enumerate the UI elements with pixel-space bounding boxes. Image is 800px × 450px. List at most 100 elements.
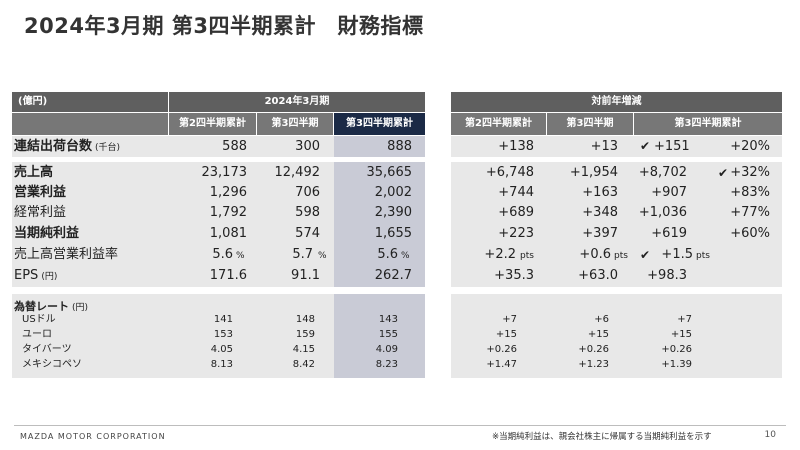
yoy-cell: +744: [498, 185, 534, 200]
highlight-column: [334, 136, 425, 157]
row-shade-shipments-left: [12, 136, 425, 157]
yoy-cell: +7: [502, 314, 517, 325]
page-title: 2024年3月期 第3四半期累計 財務指標: [24, 14, 424, 38]
yoy-cell: +1.5: [661, 247, 693, 262]
unit-suffix: pts: [614, 251, 628, 261]
left-subheader: [12, 113, 168, 135]
fx-shade-right: [451, 294, 782, 378]
col-label: 第3四半期: [566, 118, 614, 129]
yoy-cell: +6,748: [485, 165, 534, 180]
fx-unit: (円): [72, 303, 89, 313]
value-cell: 706: [295, 185, 320, 200]
value-cell: 2,002: [374, 185, 412, 200]
value-cell: 148: [295, 314, 315, 325]
value-cell: 4.05: [210, 344, 233, 355]
yoy-cell: +1.47: [486, 359, 517, 370]
check-icon: ✔: [718, 166, 729, 180]
yoy-cell: +0.26: [661, 344, 692, 355]
yoy-cell: +15: [495, 329, 517, 340]
pct-cell: +32%: [730, 165, 770, 180]
value-cell: 598: [295, 205, 320, 220]
value-cell: 153: [213, 329, 233, 340]
col-label: 第2四半期累計: [179, 118, 246, 129]
yoy-group-label: 対前年増減: [591, 96, 642, 107]
yoy-cell: +1,954: [569, 165, 618, 180]
value-cell: 143: [378, 314, 398, 325]
row-label: タイバーツ: [22, 344, 72, 355]
check-icon: ✔: [640, 139, 651, 153]
yoy-cell: +15: [670, 329, 692, 340]
value-cell: 1,081: [209, 226, 247, 241]
row-shade-shipments-right: [451, 136, 782, 157]
unit-suffix: %: [401, 251, 410, 261]
value-cell: 8.13: [210, 359, 233, 370]
value-cell: 91.1: [291, 268, 320, 283]
unit-suffix: %: [318, 251, 327, 261]
value-cell: 4.09: [375, 344, 398, 355]
row-unit: (千台): [95, 143, 121, 153]
value-cell: 5.7: [292, 247, 313, 262]
row-unit: (円): [41, 272, 58, 282]
col-label: 第3四半期: [271, 118, 319, 129]
row-label: ユーロ: [22, 329, 52, 340]
unit-suffix: %: [236, 251, 245, 261]
value-cell: 2,390: [374, 205, 412, 220]
yoy-col-header-q3-cum: 第3四半期累計: [634, 113, 782, 135]
yoy-cell: +63.0: [578, 268, 618, 283]
value-cell: 1,296: [209, 185, 247, 200]
value-cell: 262.7: [374, 268, 412, 283]
yoy-cell: +907: [651, 185, 687, 200]
yoy-col-header-q2-cum: 第2四半期累計: [451, 113, 546, 135]
yoy-cell: +15: [587, 329, 609, 340]
yoy-cell: +151: [654, 139, 690, 154]
check-icon: ✔: [640, 248, 651, 262]
value-cell: 23,173: [201, 165, 248, 180]
col-header-q2-cum: 第2四半期累計: [169, 113, 256, 135]
yoy-cell: +13: [590, 139, 618, 154]
yoy-cell: +35.3: [494, 268, 534, 283]
row-label: 売上高: [14, 165, 54, 180]
value-cell: 300: [295, 139, 320, 154]
yoy-cell: +7: [677, 314, 692, 325]
period-group-label: 2024年3月期: [264, 96, 330, 107]
yoy-cell: +2.2: [484, 247, 516, 262]
highlight-column: [334, 162, 425, 287]
pct-cell: +60%: [730, 226, 770, 241]
pct-cell: +77%: [730, 205, 770, 220]
value-cell: 888: [387, 139, 412, 154]
value-cell: 5.6: [212, 247, 233, 262]
yoy-cell: +1,036: [638, 205, 687, 220]
value-cell: 5.6: [377, 247, 398, 262]
yoy-cell: +689: [498, 205, 534, 220]
yoy-cell: +6: [594, 314, 609, 325]
unit-suffix: pts: [520, 251, 534, 261]
value-cell: 159: [295, 329, 315, 340]
yoy-col-header-q3: 第3四半期: [547, 113, 633, 135]
period-group-header: 2024年3月期: [169, 92, 425, 112]
yoy-cell: +0.26: [578, 344, 609, 355]
value-cell: 35,665: [366, 165, 413, 180]
yoy-cell: +223: [498, 226, 534, 241]
yoy-cell: +138: [498, 139, 534, 154]
row-label: 当期純利益: [14, 226, 80, 241]
footer-divider: [14, 425, 786, 426]
yoy-cell: +1.39: [661, 359, 692, 370]
col-header-q3: 第3四半期: [257, 113, 333, 135]
value-cell: 4.15: [292, 344, 315, 355]
value-cell: 1,655: [374, 226, 412, 241]
pct-cell: +83%: [730, 185, 770, 200]
page-number: 10: [764, 430, 776, 440]
value-cell: 574: [295, 226, 320, 241]
yoy-cell: +8,702: [638, 165, 687, 180]
unit-label: (億円): [18, 96, 48, 107]
fx-title: 為替レート: [14, 300, 69, 313]
unit-suffix: pts: [696, 251, 710, 261]
row-label: 売上高営業利益率: [14, 247, 119, 262]
value-cell: 8.23: [375, 359, 398, 370]
yoy-cell: +0.26: [486, 344, 517, 355]
value-cell: 12,492: [274, 165, 321, 180]
unit-header: (億円): [12, 92, 168, 112]
value-cell: 1,792: [209, 205, 247, 220]
row-shade-block-right: [451, 162, 782, 287]
highlight-column: [334, 294, 425, 378]
